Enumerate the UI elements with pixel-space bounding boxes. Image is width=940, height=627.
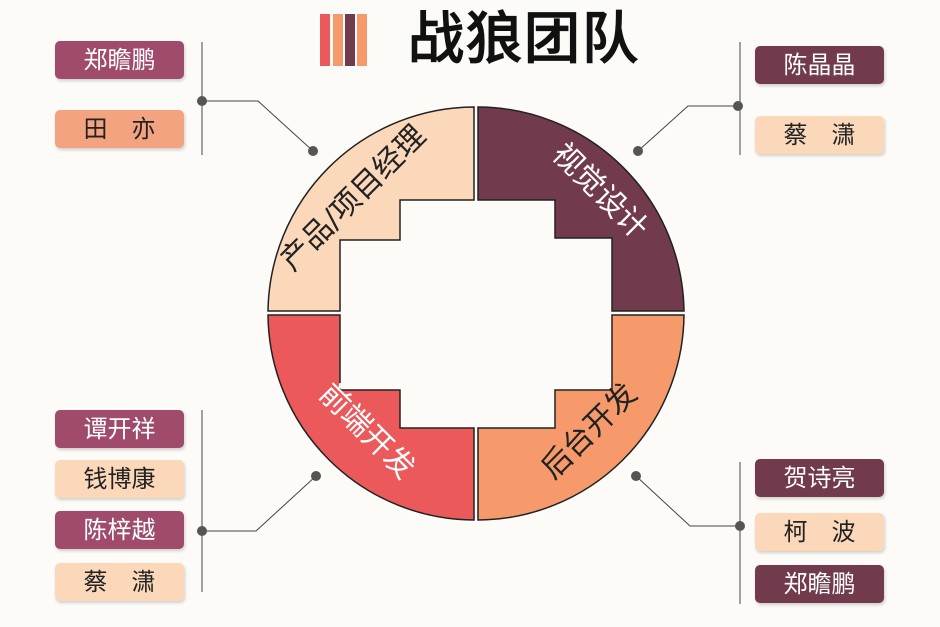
- member-label: 钱博康: [55, 460, 184, 498]
- connector-dot: [733, 101, 743, 111]
- connector-dot: [308, 146, 318, 156]
- connector-dot: [735, 521, 745, 531]
- connector-dot: [197, 96, 207, 106]
- connector-dot: [631, 471, 641, 481]
- connector-backend: [635, 475, 740, 527]
- connector-product: [202, 100, 314, 152]
- segment-frontend: [267, 314, 475, 521]
- member-label: 谭开祥: [55, 410, 184, 448]
- segment-product: [267, 106, 475, 312]
- segment-visual: [477, 106, 685, 312]
- member-label: 田 亦: [55, 110, 184, 148]
- connector-frontend: [202, 475, 317, 532]
- member-label: 郑瞻鹏: [755, 565, 884, 603]
- member-label: 柯 波: [755, 513, 884, 551]
- title-bar-1: [320, 14, 330, 66]
- connector-dot: [633, 146, 643, 156]
- connector-dot: [197, 526, 207, 536]
- title-bar-4: [357, 14, 367, 66]
- title-bar-2: [333, 14, 343, 66]
- connector-visual: [637, 105, 740, 152]
- title-bar-3: [345, 14, 355, 66]
- member-label: 贺诗亮: [755, 459, 884, 497]
- connector-dot: [311, 471, 321, 481]
- member-label: 陈晶晶: [755, 46, 884, 84]
- member-label: 蔡 潇: [55, 563, 184, 601]
- member-label: 蔡 潇: [755, 116, 884, 154]
- member-label: 陈梓越: [55, 511, 184, 549]
- page-title: 战狼团队: [408, 6, 640, 72]
- member-label: 郑瞻鹏: [55, 41, 184, 79]
- segment-backend: [477, 314, 685, 521]
